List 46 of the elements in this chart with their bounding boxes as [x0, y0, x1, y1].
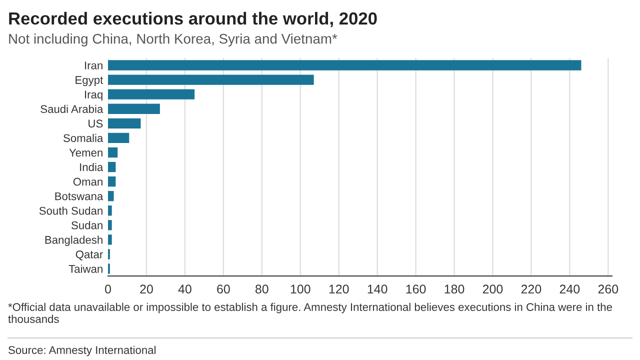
- bar: [108, 206, 112, 216]
- bar: [108, 104, 160, 114]
- bar: [108, 176, 116, 187]
- x-tick-label: 80: [255, 284, 268, 294]
- x-tick-label: 60: [217, 284, 230, 294]
- text: *Official data unavailable or impossible to establish a figure. Amnesty International believes executions in China were in the thousands: [8, 302, 612, 323]
- bar: [108, 60, 582, 70]
- bar: [108, 89, 195, 100]
- y-tick-label: Somalia: [64, 134, 104, 142]
- y-tick-label: Egypt: [76, 76, 104, 86]
- x-tick-label: 260: [598, 284, 618, 294]
- bar: [108, 162, 116, 172]
- y-tick-label: Yemen: [69, 148, 102, 157]
- x-tick-label: 160: [406, 284, 426, 294]
- x-tick-label: 180: [444, 284, 464, 294]
- source-note: Source: Amnesty International: [8, 346, 156, 356]
- y-tick-label: Iran: [85, 62, 102, 70]
- y-tick-label: India: [80, 162, 104, 172]
- x-tick-label: 200: [482, 284, 503, 294]
- x-tick-label: 100: [290, 284, 310, 294]
- x-tick-label: 20: [140, 284, 153, 294]
- x-tick-label: 40: [178, 284, 192, 294]
- y-tick-label: Qatar: [76, 250, 103, 260]
- chart-subtitle: Not including China, North Korea, Syria and Vietnam*: [9, 34, 338, 46]
- y-tick-label: Saudi Arabia: [40, 104, 104, 113]
- x-tick-label: 140: [368, 284, 388, 294]
- x-tick-label: 220: [521, 284, 542, 294]
- y-tick-label: Sudan: [72, 221, 102, 230]
- bar: [108, 132, 130, 144]
- y-tick-label: Bangladesh: [45, 236, 102, 246]
- y-tick-label: Botswana: [55, 192, 104, 200]
- bar: [108, 118, 141, 128]
- bar: [108, 147, 118, 158]
- bar: [108, 234, 112, 245]
- y-tick-label: US: [88, 120, 103, 128]
- y-tick-label: South Sudan: [39, 206, 102, 215]
- x-tick-label: 240: [560, 284, 580, 294]
- y-tick-label: Oman: [73, 178, 102, 186]
- bar: [108, 74, 314, 85]
- x-tick-label: 0: [105, 284, 111, 294]
- y-tick-label: Taiwan: [68, 264, 102, 273]
- chart-title: Recorded executions around the world, 2020: [9, 12, 377, 28]
- bar: [108, 190, 114, 202]
- y-tick-label: Iraq: [85, 90, 102, 101]
- x-tick-label: 120: [329, 284, 349, 294]
- bar: [108, 220, 112, 230]
